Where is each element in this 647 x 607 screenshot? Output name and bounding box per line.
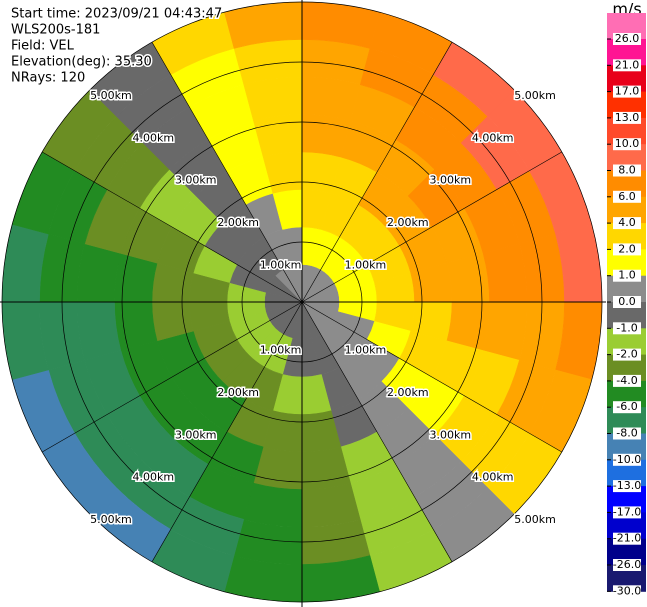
colorbar-label: -21.0 <box>613 532 641 545</box>
colorbar-label-bg <box>613 401 641 414</box>
colorbar-label-bg <box>613 243 641 256</box>
range-label: 5.00km <box>514 513 556 526</box>
colorbar-label-bg <box>613 374 641 387</box>
colorbar-label-bg <box>613 59 641 72</box>
velocity-cell <box>76 243 122 303</box>
colorbar-label-bg <box>613 585 641 598</box>
range-ring <box>241 241 363 363</box>
range-label: 4.00km <box>472 131 514 144</box>
info-line: WLS200s-181 <box>11 23 100 38</box>
colorbar-label-bg <box>613 322 641 335</box>
colorbar-label: 17.0 <box>615 85 640 98</box>
colorbar-label-bg <box>613 85 641 98</box>
colorbar-label-bg <box>613 427 641 440</box>
range-label: 1.00km <box>345 259 387 272</box>
velocity-cell <box>243 76 303 122</box>
colorbar-label-bg <box>613 217 641 230</box>
range-label: 2.00km <box>387 216 429 229</box>
spoke <box>42 151 303 303</box>
colorbar-label-bg <box>613 453 641 466</box>
range-label: 5.00km <box>90 513 132 526</box>
colorbar-label-bg <box>613 111 641 124</box>
velocity-cell <box>301 482 361 528</box>
range-ring <box>121 121 483 483</box>
colorbar-label: 26.0 <box>615 32 640 45</box>
spoke <box>301 301 562 453</box>
colorbar-label: 1.0 <box>618 269 636 282</box>
range-label: 4.00km <box>472 471 514 484</box>
velocity-cell <box>243 482 303 528</box>
spoke <box>42 301 303 453</box>
velocity-cell <box>76 301 122 361</box>
info-line: Field: VEL <box>11 39 75 54</box>
velocity-cell <box>482 243 528 303</box>
colorbar-label: -10.0 <box>613 453 641 466</box>
colorbar-label-bg <box>613 138 641 151</box>
range-label: 2.00km <box>217 216 259 229</box>
range-label: 2.00km <box>387 386 429 399</box>
colorbar-label-bg <box>613 269 641 282</box>
colorbar-label: 13.0 <box>615 111 640 124</box>
colorbar-label-bg <box>613 480 641 493</box>
colorbar-label-bg <box>613 33 641 45</box>
colorbar-label: 0.0 <box>618 295 636 308</box>
colorbar-label: 2.0 <box>618 242 636 255</box>
colorbar-label-bg <box>613 559 641 571</box>
colorbar-label: -2.0 <box>616 348 637 361</box>
colorbar-label: -8.0 <box>616 427 637 440</box>
colorbar-label: 8.0 <box>618 164 636 177</box>
colorbar-label: 21.0 <box>615 58 640 71</box>
info-line: NRays: 120 <box>11 71 85 86</box>
colorbar-label: -6.0 <box>616 400 637 413</box>
info-line: Start time: 2023/09/21 04:43:47 <box>11 7 222 22</box>
colorbar-label-bg <box>613 164 641 177</box>
spoke <box>301 151 562 303</box>
colorbar-label-bg <box>613 348 641 361</box>
spoke <box>301 42 453 303</box>
field-layer <box>1 1 603 603</box>
colorbar-label: -26.0 <box>613 558 641 571</box>
range-label: 1.00km <box>260 343 302 356</box>
range-ring <box>1 1 603 603</box>
colorbar-label-bg <box>613 190 641 203</box>
colorbar-label: -17.0 <box>613 505 641 518</box>
colorbar-label-bg <box>613 506 641 519</box>
colorbar-label: -30.0 <box>613 584 641 597</box>
spoke <box>151 301 303 562</box>
colorbar-label: 4.0 <box>618 216 636 229</box>
range-label: 5.00km <box>90 89 132 102</box>
range-label: 1.00km <box>345 343 387 356</box>
range-ring <box>181 181 423 423</box>
spoke <box>301 301 453 562</box>
range-label: 4.00km <box>133 471 175 484</box>
range-label: 3.00km <box>429 174 471 187</box>
range-label: 1.00km <box>260 259 302 272</box>
range-label: 3.00km <box>175 428 217 441</box>
info-line: Elevation(deg): 35.30 <box>11 55 152 70</box>
range-label: 2.00km <box>217 386 259 399</box>
colorbar-label: -1.0 <box>616 321 637 334</box>
overlay-layer: 1.00km 1.00km 1.00km 1.00km 2.00km 2.00km 2.00… <box>0 0 606 607</box>
info-block: Start time: 2023/09/21 04:43:47WLS200s-1… <box>10 5 224 87</box>
range-ring <box>61 61 543 543</box>
colorbar-label: 10.0 <box>615 137 640 150</box>
velocity-cell <box>482 301 528 361</box>
range-label: 3.00km <box>429 428 471 441</box>
velocity-cell <box>301 76 361 122</box>
colorbar-label: -13.0 <box>613 479 641 492</box>
colorbar-label: -4.0 <box>616 374 637 387</box>
colorbar-label-bg <box>613 296 641 308</box>
range-label: 5.00km <box>514 89 556 102</box>
colorbar-label-bg <box>613 532 641 545</box>
spoke <box>151 42 303 303</box>
range-label: 4.00km <box>133 131 175 144</box>
colorbar-label: 6.0 <box>618 190 636 203</box>
range-label: 3.00km <box>175 174 217 187</box>
colorbar: m/s 26.021.017.013.010.08.06.04.02.01.00… <box>607 0 646 598</box>
